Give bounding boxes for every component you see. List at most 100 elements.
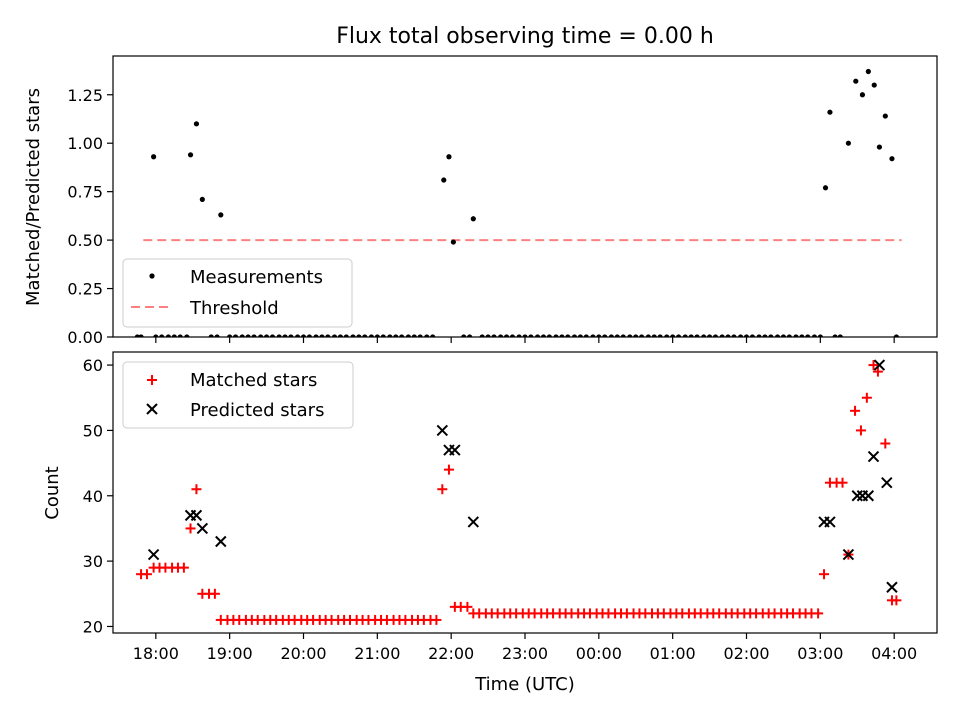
predicted-star-point bbox=[881, 476, 893, 489]
measurement-point bbox=[614, 334, 620, 337]
ratio-legend: Measurements Threshold bbox=[122, 258, 353, 328]
predicted-star-point bbox=[851, 490, 863, 502]
measurement-point bbox=[165, 334, 171, 337]
measurement-point bbox=[768, 334, 774, 337]
measurement-point bbox=[743, 334, 750, 337]
predicted-star-point bbox=[824, 516, 836, 528]
predicted-star-point bbox=[862, 490, 875, 502]
measurement-point bbox=[417, 334, 423, 337]
measurement-point bbox=[199, 196, 205, 203]
measurement-point bbox=[319, 334, 325, 337]
measurement-point bbox=[461, 334, 467, 337]
measurement-point bbox=[608, 334, 614, 337]
predicted-star-point bbox=[147, 548, 160, 561]
measurement-point bbox=[470, 216, 476, 222]
measurement-point bbox=[269, 334, 276, 337]
matched-star-point bbox=[431, 614, 442, 625]
measurement-point bbox=[706, 334, 713, 337]
predicted-star-point bbox=[196, 522, 209, 535]
measurement-point bbox=[362, 334, 368, 337]
y-tick-label: 20 bbox=[83, 617, 103, 636]
measurement-point bbox=[893, 334, 899, 337]
measurement-point bbox=[441, 177, 447, 183]
measurement-point bbox=[138, 334, 144, 337]
predicted-star-point bbox=[467, 516, 480, 528]
matched-star-point bbox=[178, 562, 189, 573]
matched-star-point bbox=[209, 588, 220, 599]
ratio-panel: Flux total observing time = 0.00 h 0.00 0… bbox=[23, 24, 938, 347]
measurement-point bbox=[387, 334, 393, 337]
measurement-point bbox=[737, 334, 744, 337]
y-tick-label: 40 bbox=[83, 487, 103, 506]
y-tick-label: 50 bbox=[83, 421, 103, 440]
measurement-point bbox=[596, 334, 602, 337]
measurement-point bbox=[688, 334, 694, 337]
measurement-point bbox=[871, 82, 877, 88]
measurement-point bbox=[664, 334, 670, 337]
predicted-star-point bbox=[190, 509, 203, 522]
legend-label-measurements: Measurements bbox=[190, 267, 323, 288]
measurement-point bbox=[805, 334, 811, 337]
x-tick-label: 23:00 bbox=[502, 644, 548, 663]
measurement-point bbox=[193, 121, 200, 127]
matched-star-point bbox=[813, 608, 824, 619]
measurement-point bbox=[393, 334, 399, 337]
measurement-point bbox=[153, 334, 159, 337]
measurement-point bbox=[184, 334, 190, 337]
x-tick-label: 03:00 bbox=[797, 644, 843, 663]
measurement-point bbox=[306, 334, 313, 337]
measurement-point bbox=[368, 334, 375, 337]
measurement-point bbox=[876, 144, 883, 150]
measurement-point bbox=[590, 334, 596, 337]
measurement-point bbox=[559, 334, 565, 337]
matched-star-point bbox=[850, 405, 861, 416]
axes-frame bbox=[112, 55, 938, 338]
measurement-point bbox=[374, 334, 380, 337]
measurement-point bbox=[282, 334, 288, 337]
x-tick-label: 19:00 bbox=[207, 644, 253, 663]
x-axis-label: Time (UTC) bbox=[474, 674, 575, 695]
axes-frame bbox=[112, 351, 938, 634]
y-tick-label: 30 bbox=[83, 552, 103, 571]
measurement-point bbox=[675, 334, 682, 337]
y-tick-label: 0.50 bbox=[67, 231, 103, 250]
x-tick-label: 22:00 bbox=[428, 644, 474, 663]
measurement-point bbox=[516, 334, 522, 337]
measurement-point bbox=[343, 334, 349, 337]
measurement-point bbox=[356, 334, 362, 337]
x-tick-label: 02:00 bbox=[723, 644, 769, 663]
measurement-point bbox=[534, 334, 541, 337]
measurement-point bbox=[657, 334, 663, 337]
matched-star-point bbox=[837, 477, 848, 488]
measurement-point bbox=[528, 334, 534, 337]
matched-star-point bbox=[861, 392, 872, 403]
measurement-point bbox=[325, 334, 331, 337]
measurement-point bbox=[682, 334, 688, 337]
measurement-point bbox=[865, 68, 871, 75]
measurement-point bbox=[411, 334, 417, 337]
measurement-point bbox=[479, 334, 485, 337]
measurement-point bbox=[151, 154, 157, 160]
measurement-point bbox=[627, 334, 633, 337]
predicted-star-point bbox=[215, 535, 227, 548]
measurement-point bbox=[633, 334, 639, 337]
measurement-point bbox=[749, 334, 756, 337]
measurement-point bbox=[817, 334, 823, 337]
measurement-point bbox=[350, 334, 356, 337]
measurement-point bbox=[208, 334, 214, 337]
measurement-point bbox=[571, 334, 578, 337]
measurement-point bbox=[331, 334, 338, 337]
x-tick-label: 01:00 bbox=[650, 644, 696, 663]
y-tick-label: 60 bbox=[83, 356, 103, 375]
measurement-point bbox=[845, 140, 851, 146]
measurement-point bbox=[602, 334, 608, 337]
measurement-point bbox=[799, 334, 805, 337]
measurement-point bbox=[837, 334, 843, 337]
legend-label-matched: Matched stars bbox=[190, 370, 317, 391]
y-tick-label: 1.00 bbox=[67, 134, 103, 153]
measurement-point bbox=[639, 334, 645, 337]
measurement-point bbox=[239, 334, 245, 337]
y-tick-label: 0.75 bbox=[67, 183, 103, 202]
measurement-point bbox=[889, 156, 895, 162]
